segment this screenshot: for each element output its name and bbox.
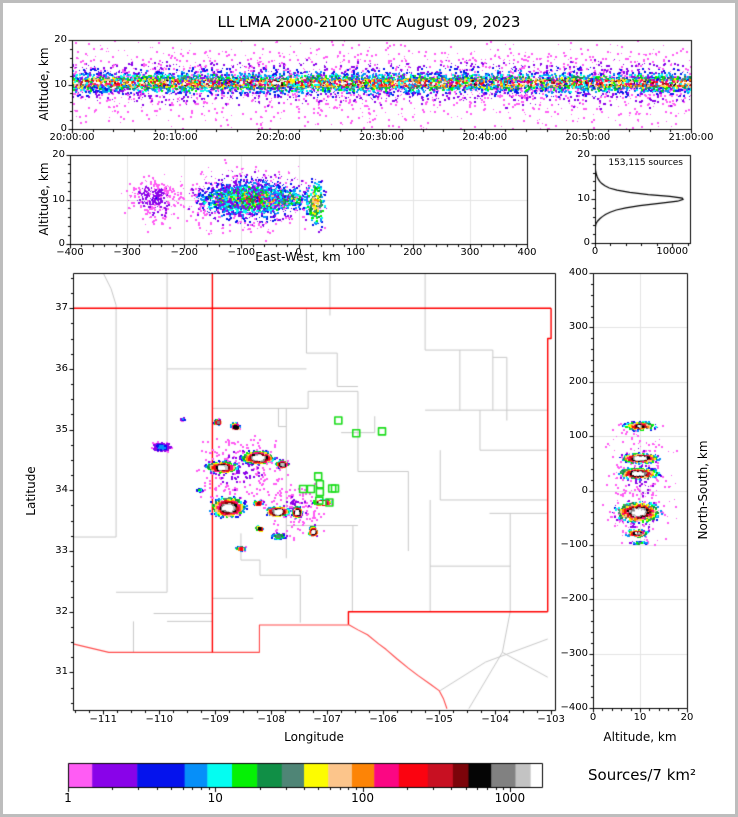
tick-label: −106 bbox=[369, 714, 397, 725]
tick-label: 0 bbox=[583, 237, 590, 248]
tick-label: 0 bbox=[295, 247, 302, 258]
tick-label: 32 bbox=[55, 605, 68, 617]
tick-label: −200 bbox=[170, 247, 198, 258]
tick-label: −105 bbox=[425, 714, 453, 725]
tick-label: −111 bbox=[89, 714, 117, 725]
tick-label: 20:40:00 bbox=[462, 132, 508, 143]
tick-label: −104 bbox=[481, 714, 509, 725]
tick-label: 31 bbox=[55, 666, 68, 678]
tick-label: 0 bbox=[591, 246, 599, 257]
east-west-xlabel: East-West, km bbox=[255, 250, 341, 264]
tick-label: 20:50:00 bbox=[565, 132, 611, 143]
tick-label: 200 bbox=[403, 247, 423, 258]
ns-altitude-xlabel: Altitude, km bbox=[603, 730, 677, 744]
tick-label: 20:20:00 bbox=[255, 132, 301, 143]
tick-label: −200 bbox=[560, 593, 588, 605]
tick-label: 36 bbox=[55, 362, 68, 374]
tick-label: −400 bbox=[56, 247, 84, 258]
tick-label: 20 bbox=[680, 712, 694, 723]
tick-label: 100 bbox=[346, 247, 366, 258]
tick-label: 100 bbox=[568, 430, 588, 442]
colorbar-label: Sources/7 km² bbox=[588, 766, 697, 784]
tick-label: 10 bbox=[577, 193, 590, 204]
tick-label: 10 bbox=[52, 193, 65, 205]
tick-label: 20:00:00 bbox=[49, 132, 95, 143]
tick-label: 10 bbox=[54, 78, 67, 90]
tick-label: 0 bbox=[589, 712, 597, 723]
tick-label: 33 bbox=[55, 544, 68, 556]
tick-label: 300 bbox=[568, 321, 588, 333]
tick-label: −300 bbox=[113, 247, 141, 258]
tick-label: 0 bbox=[60, 123, 67, 134]
tick-label: 20:30:00 bbox=[359, 132, 404, 143]
tick-label: 0 bbox=[58, 238, 65, 249]
tick-label: 20 bbox=[577, 149, 590, 160]
tick-label: 300 bbox=[460, 247, 480, 258]
tick-label: 10000 bbox=[656, 246, 689, 257]
tick-label: 10 bbox=[207, 791, 223, 805]
plan-view-xlabel: Longitude bbox=[284, 730, 344, 744]
north-south-ylabel: North-South, km bbox=[696, 440, 710, 540]
tick-label: −400 bbox=[560, 702, 588, 713]
tick-label: 0 bbox=[581, 484, 588, 496]
tick-label: 200 bbox=[568, 375, 588, 387]
tick-label: 20 bbox=[54, 34, 67, 45]
tick-label: −100 bbox=[560, 538, 588, 550]
tick-label: −110 bbox=[145, 714, 173, 725]
tick-label: −100 bbox=[227, 247, 256, 258]
tick-label: −107 bbox=[313, 714, 341, 725]
tick-label: 1 bbox=[64, 791, 72, 805]
tick-label: 34 bbox=[55, 484, 68, 496]
tick-label: 35 bbox=[55, 423, 68, 435]
tick-label: 100 bbox=[351, 791, 375, 805]
tick-label: 400 bbox=[568, 267, 588, 278]
tick-label: 21:00:00 bbox=[668, 132, 714, 143]
tick-label: 400 bbox=[517, 247, 537, 258]
tick-label: −109 bbox=[201, 714, 229, 725]
tick-label: 37 bbox=[55, 302, 68, 314]
tick-label: 10 bbox=[633, 712, 647, 723]
source-count-annotation: 153,115 sources bbox=[608, 158, 683, 168]
figure-title: LL LMA 2000-2100 UTC August 09, 2023 bbox=[217, 13, 521, 31]
tick-label: 20:10:00 bbox=[152, 132, 198, 143]
tick-label: −103 bbox=[537, 714, 565, 725]
tick-label: −300 bbox=[560, 647, 588, 659]
tick-label: 20 bbox=[52, 149, 65, 160]
tick-label: −108 bbox=[257, 714, 285, 725]
tick-label: 1000 bbox=[494, 791, 526, 805]
